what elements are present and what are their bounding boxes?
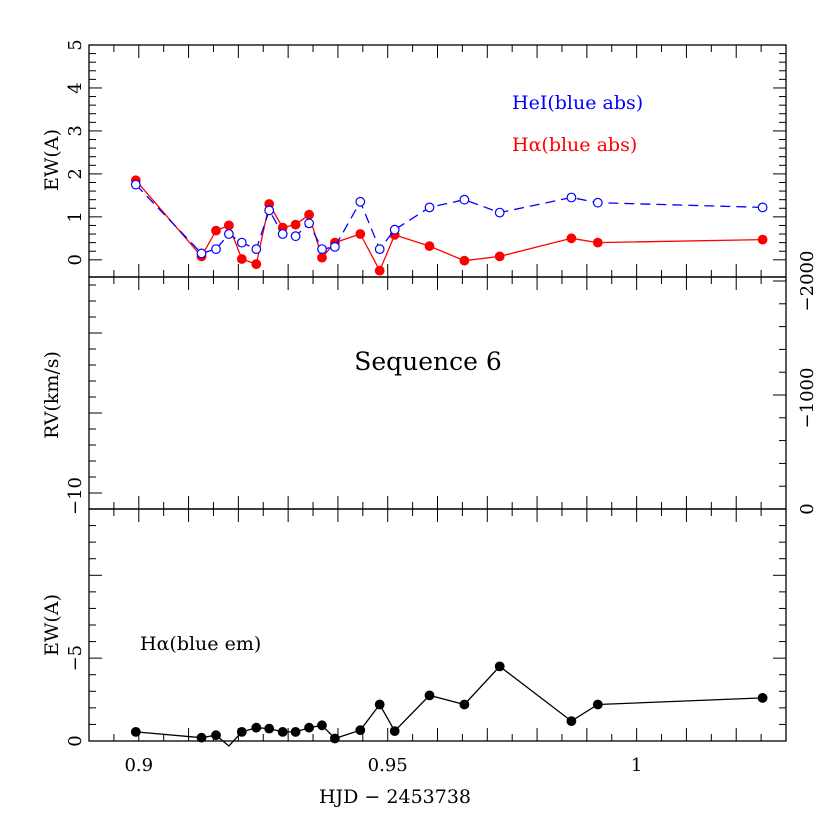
halpha-blue-abs-point	[211, 225, 221, 236]
y-tick-label: 0	[65, 735, 86, 746]
halpha-blue-abs-point	[494, 251, 505, 262]
hei-blue-abs-point	[264, 205, 275, 216]
y-tick-label: 2	[65, 168, 86, 179]
hei-blue-abs-point	[304, 218, 315, 229]
hei-blue-abs-point	[424, 202, 435, 213]
halpha-blue-em-point	[459, 699, 470, 710]
y-tick-label-right: −1000	[797, 368, 818, 429]
halpha-blue-em-point	[757, 693, 768, 703]
hei-blue-abs-point	[130, 179, 141, 190]
halpha-blue-abs-point	[251, 259, 262, 270]
hei-blue-abs-point	[251, 244, 262, 255]
y-tick-label: 4	[65, 82, 86, 93]
halpha-blue-em-point	[566, 716, 577, 726]
legend-hei-blue-abs: HeI(blue abs)	[512, 92, 643, 114]
x-tick-label: 0.9	[124, 755, 153, 776]
halpha-blue-em-point	[290, 727, 301, 737]
halpha-blue-abs-point	[236, 254, 247, 264]
y-tick-label: 5	[65, 39, 86, 50]
top-ylabel: EW(A)	[41, 129, 63, 191]
halpha-blue-abs-point	[355, 229, 366, 239]
y-tick-label-right: 0	[797, 503, 818, 514]
halpha-blue-em-point	[264, 723, 275, 734]
y-tick-label-right: −2000	[797, 251, 818, 312]
bottom-panel-frame	[88, 508, 787, 742]
legend-halpha-blue-em: Hα(blue em)	[140, 633, 261, 655]
halpha-blue-abs-point	[459, 255, 470, 266]
axis-ticks	[88, 44, 787, 742]
halpha-blue-em-point	[494, 661, 505, 672]
halpha-blue-abs-point	[223, 220, 234, 231]
halpha-blue-em-point	[374, 699, 385, 710]
middle-ylabel: RV(km/s)	[41, 351, 63, 439]
halpha-blue-em-point	[277, 727, 288, 737]
y-tick-label: 1	[65, 211, 86, 222]
legend-halpha-blue-abs: Hα(blue abs)	[512, 134, 637, 156]
hei-blue-abs-point	[459, 194, 470, 205]
halpha-blue-em-point	[330, 733, 340, 744]
halpha-blue-abs-point	[757, 234, 768, 245]
hei-blue-abs-point	[236, 237, 247, 248]
halpha-blue-em-point	[304, 722, 315, 733]
halpha-blue-em-point	[424, 690, 435, 701]
hei-blue-abs-point	[566, 192, 577, 203]
hei-blue-abs-line	[135, 184, 763, 255]
halpha-blue-em-point	[592, 699, 603, 710]
series-marks	[130, 175, 768, 747]
hei-blue-abs-point	[196, 248, 207, 259]
y-tick-label: 3	[65, 125, 86, 136]
x-tick-label: 1	[631, 755, 642, 776]
hei-blue-abs-point	[317, 244, 327, 255]
halpha-blue-em-point	[389, 726, 400, 736]
top-panel-frame	[88, 44, 787, 278]
halpha-blue-abs-point	[592, 237, 603, 248]
halpha-blue-abs-point	[374, 265, 385, 276]
hei-blue-abs-point	[211, 244, 221, 255]
halpha-blue-em-point	[317, 720, 327, 731]
hei-blue-abs-point	[355, 196, 366, 207]
bottom-ylabel: EW(A)	[41, 594, 63, 656]
halpha-blue-abs-point	[304, 209, 315, 220]
x-tick-label: 0.95	[368, 755, 408, 776]
hei-blue-abs-point	[277, 229, 288, 239]
halpha-blue-em-point	[251, 722, 262, 733]
hei-blue-abs-point	[330, 241, 340, 252]
hei-blue-abs-point	[290, 231, 301, 242]
halpha-blue-em-point	[211, 730, 221, 741]
halpha-blue-em-line	[135, 665, 763, 747]
middle-panel-frame	[88, 276, 787, 510]
hei-blue-abs-point	[592, 197, 603, 208]
halpha-blue-em-point	[355, 725, 366, 736]
halpha-blue-abs-point	[566, 233, 577, 244]
hei-blue-abs-point	[223, 229, 234, 239]
halpha-blue-em-point	[130, 727, 141, 737]
y-tick-label: −10	[65, 477, 86, 515]
hei-blue-abs-point	[374, 244, 385, 255]
halpha-blue-abs-point	[317, 252, 327, 263]
halpha-blue-em-point	[196, 732, 207, 743]
hei-blue-abs-point	[494, 207, 505, 218]
y-tick-label: 0	[65, 254, 86, 265]
hei-blue-abs-point	[389, 224, 400, 235]
x-axis-label: HJD − 2453738	[319, 786, 471, 808]
y-tick-label: −5	[65, 645, 86, 672]
sequence-title: Sequence 6	[354, 347, 502, 376]
tick-labels: 0.9 0.95 1 0 1 2 3 4 5 −10 0 −1000 −2000 0 −5	[65, 39, 818, 776]
halpha-blue-abs-point	[424, 241, 435, 252]
halpha-blue-abs-point	[290, 219, 301, 230]
hei-blue-abs-point	[757, 202, 768, 213]
halpha-blue-em-point	[236, 727, 247, 737]
